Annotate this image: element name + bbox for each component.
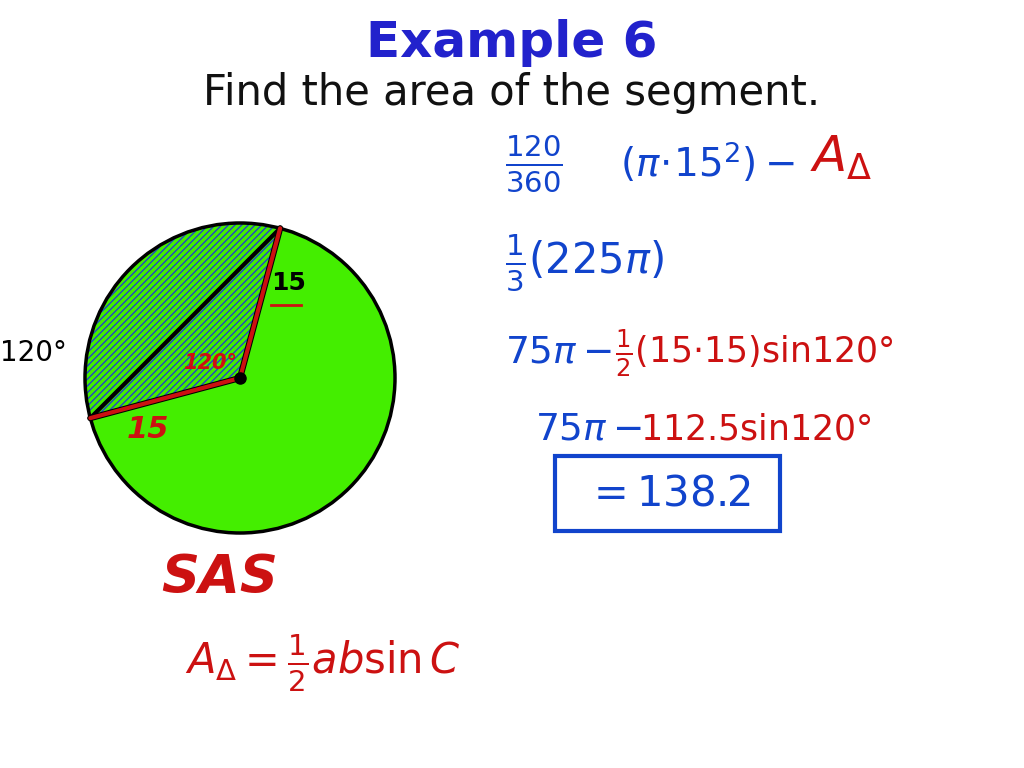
Text: $\frac{1}{2}(15{\cdot}15)\sin\!120°$: $\frac{1}{2}(15{\cdot}15)\sin\!120°$ xyxy=(615,327,894,379)
Text: $A_\Delta = \frac{1}{2}ab\sin C$: $A_\Delta = \frac{1}{2}ab\sin C$ xyxy=(185,632,461,694)
Text: 120°: 120° xyxy=(183,353,237,373)
Text: $75\pi -$: $75\pi -$ xyxy=(535,412,642,448)
Text: 120°: 120° xyxy=(0,339,67,367)
FancyBboxPatch shape xyxy=(555,456,780,531)
Text: 15: 15 xyxy=(126,415,169,444)
Text: Find the area of the segment.: Find the area of the segment. xyxy=(204,72,820,114)
Text: $112.5\sin\!120°$: $112.5\sin\!120°$ xyxy=(640,413,871,447)
Text: $\frac{120}{360}$: $\frac{120}{360}$ xyxy=(505,132,562,194)
Text: SAS: SAS xyxy=(162,552,279,604)
Text: $(\pi \!\cdot\! 15^2) -$: $(\pi \!\cdot\! 15^2) -$ xyxy=(620,141,795,185)
Text: Example 6: Example 6 xyxy=(367,19,657,67)
Text: 15: 15 xyxy=(271,271,306,295)
Text: $= 138.2$: $= 138.2$ xyxy=(585,472,751,515)
Text: $\frac{1}{3}(225\pi)$: $\frac{1}{3}(225\pi)$ xyxy=(505,233,665,293)
Text: $A_\Delta$: $A_\Delta$ xyxy=(810,134,872,182)
Wedge shape xyxy=(85,223,281,418)
Text: $75\pi -$: $75\pi -$ xyxy=(505,335,612,371)
Circle shape xyxy=(85,223,395,533)
